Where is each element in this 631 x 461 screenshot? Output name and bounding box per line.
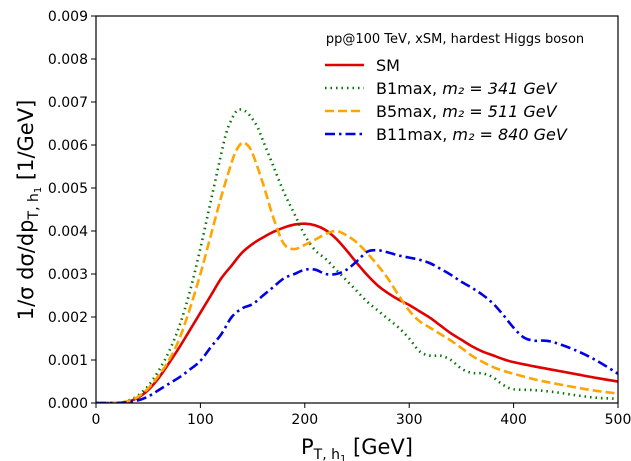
y-tick-label: 0.007 bbox=[48, 95, 88, 111]
ticks-layer: 0 100 200 300 400 500 0.000 0.001 0.002 0.003 0.00… bbox=[48, 9, 631, 428]
x-axis-title: PT, h1 [GeV] bbox=[301, 435, 413, 461]
y-tick-label: 0.001 bbox=[48, 353, 88, 369]
x-tick-label: 0 bbox=[92, 412, 101, 428]
plot-frame bbox=[95, 15, 619, 404]
y-tick-label: 0.005 bbox=[48, 181, 88, 197]
series-line-1 bbox=[96, 108, 618, 403]
legend-label-mass: m₂ = 341 GeV bbox=[442, 79, 557, 98]
x-tick-label: 500 bbox=[605, 412, 631, 428]
y-axis-title: 1/σ dσ/dpT, h1 [1/GeV] bbox=[14, 100, 44, 321]
legend-label-0: SM bbox=[376, 56, 400, 75]
y-tick-label: 0.004 bbox=[48, 224, 88, 240]
svg-text:1/σ dσ/dpT, h1 [1/GeV]: 1/σ dσ/dpT, h1 [1/GeV] bbox=[14, 100, 44, 321]
x-tick-label: 300 bbox=[396, 412, 423, 428]
x-tick-label: 200 bbox=[291, 412, 318, 428]
y-tick-label: 0.008 bbox=[48, 52, 88, 68]
legend-label-mass: m₂ = 840 GeV bbox=[452, 125, 567, 144]
legend-label-1: B1max, m₂ = 341 GeV bbox=[376, 79, 558, 98]
legend-label-prefix: B11max, bbox=[376, 125, 452, 144]
y-tick-label: 0.009 bbox=[48, 9, 88, 25]
legend-title: pp@100 TeV, xSM, hardest Higgs boson bbox=[326, 32, 584, 47]
series-line-3 bbox=[96, 248, 618, 403]
legend-label-3: B11max, m₂ = 840 GeV bbox=[376, 125, 568, 144]
legend-label-prefix: B5max, bbox=[376, 102, 442, 121]
series-line-2 bbox=[96, 141, 618, 403]
legend-label-prefix: B1max, bbox=[376, 79, 442, 98]
legend-label-mass: m₂ = 511 GeV bbox=[442, 102, 557, 121]
series-line-0 bbox=[96, 222, 618, 403]
y-tick-label: 0.002 bbox=[48, 310, 88, 326]
legend: pp@100 TeV, xSM, hardest Higgs boson SM B… bbox=[325, 32, 584, 144]
y-tick-label: 0.003 bbox=[48, 267, 88, 283]
series-layer bbox=[96, 108, 618, 403]
y-tick-label: 0.006 bbox=[48, 138, 88, 154]
x-tick-label: 100 bbox=[187, 412, 214, 428]
x-tick-label: 400 bbox=[500, 412, 527, 428]
legend-label-2: B5max, m₂ = 511 GeV bbox=[376, 102, 558, 121]
y-tick-label: 0.000 bbox=[48, 396, 88, 412]
